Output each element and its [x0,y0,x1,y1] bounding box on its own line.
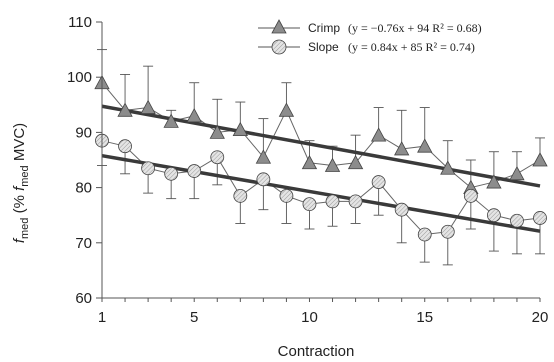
point-crimp [301,154,318,170]
point-slope [348,194,363,209]
y-tick-label: 90 [75,124,92,141]
point-slope [440,224,455,239]
point-crimp [370,127,387,142]
y-axis-label-subscript-2: med [19,165,31,186]
legend-equation-crimp: (y = −0.76x + 94 R² = 0.68) [348,21,482,35]
x-axis-label: Contraction [278,343,355,360]
point-crimp [324,157,341,172]
point-slope [417,227,432,242]
point-slope [256,172,271,187]
point-slope [279,188,294,203]
y-axis-label-part: (% [11,191,28,218]
y-tick-label: 80 [75,180,92,197]
y-axis-label-symbol: f [11,237,28,243]
x-tick-label: 5 [190,309,198,326]
point-crimp [417,138,433,153]
point-slope [210,150,225,165]
x-tick-label: 20 [532,309,549,326]
point-slope [533,211,547,225]
point-crimp [232,121,248,137]
y-tick-label: 70 [75,235,92,252]
point-crimp [509,165,525,181]
y-tick-label: 100 [67,69,92,86]
point-slope [486,208,501,223]
trend-line-crimp [101,104,541,188]
y-axis-label-subscript: med [19,218,31,239]
point-slope [394,202,409,217]
point-slope [233,188,248,203]
point-slope [187,164,202,178]
y-tick-label: 110 [68,14,92,31]
point-crimp [394,141,410,156]
x-tick-label: 15 [416,309,433,326]
x-axis-ticks: 1 5 10 15 20 [98,298,549,326]
data-points [94,74,548,242]
point-slope [302,197,317,212]
x-tick-label: 1 [98,309,106,326]
legend-equation-slope: (y = 0.84x + 85 R² = 0.74) [348,40,475,54]
point-crimp [440,160,456,175]
y-axis-ticks: 60 70 80 90 100 110 [67,14,102,307]
point-crimp [163,113,179,128]
point-crimp [486,174,502,189]
legend-circle-icon [271,39,287,55]
legend-label-crimp: Crimp [308,21,340,35]
point-slope [510,213,524,228]
legend-item-slope: Slope (y = 0.84x + 85 R² = 0.74) [258,39,475,55]
error-bars [97,49,545,266]
legend-label-slope: Slope [308,40,339,54]
series-lines [101,82,541,236]
y-axis-label-symbol-2: f [11,185,28,191]
legend-item-crimp: Crimp (y = −0.76x + 94 R² = 0.68) [258,19,482,35]
point-slope [118,139,132,154]
legend-triangle-icon [271,19,287,34]
point-crimp [278,102,295,117]
point-slope [164,166,179,181]
point-crimp [255,149,272,164]
point-crimp [347,154,364,170]
point-slope [463,188,478,203]
y-axis-label: fmed (% fmed MVC) [11,123,31,243]
y-axis-label-part-2: MVC) [11,123,28,166]
plot-area [94,49,548,266]
point-crimp [186,107,202,123]
point-crimp [117,102,133,117]
point-slope [325,194,340,209]
point-crimp [140,99,156,114]
x-tick-label: 10 [301,309,318,326]
point-crimp [209,124,225,139]
point-slope [141,161,156,176]
point-slope [371,175,386,189]
legend: Crimp (y = −0.76x + 94 R² = 0.68) Slope … [258,19,482,55]
point-crimp [532,152,548,167]
y-tick-label: 60 [75,290,92,307]
